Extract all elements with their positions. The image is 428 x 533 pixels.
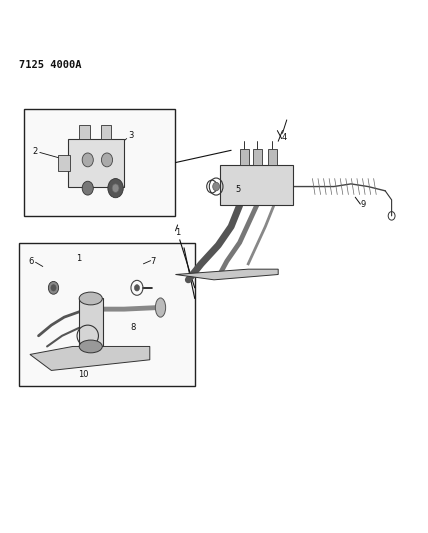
Circle shape — [101, 153, 113, 167]
Text: 7: 7 — [151, 257, 156, 265]
Bar — [101, 125, 111, 139]
Bar — [68, 139, 124, 187]
Text: 8: 8 — [130, 324, 135, 332]
Bar — [220, 165, 293, 205]
Ellipse shape — [79, 292, 102, 305]
Ellipse shape — [155, 298, 166, 317]
Text: 5: 5 — [235, 185, 240, 194]
Bar — [268, 149, 277, 165]
Text: 9: 9 — [360, 200, 366, 208]
Text: 1: 1 — [175, 228, 180, 237]
Bar — [19, 243, 195, 386]
Bar — [79, 298, 103, 346]
Text: 2: 2 — [33, 148, 38, 156]
Polygon shape — [30, 346, 150, 370]
Polygon shape — [175, 269, 278, 280]
Text: 1: 1 — [77, 254, 82, 263]
Bar — [24, 109, 175, 216]
Circle shape — [82, 181, 93, 195]
Circle shape — [48, 281, 59, 294]
Bar — [253, 149, 262, 165]
Circle shape — [108, 179, 123, 198]
Circle shape — [112, 184, 119, 192]
Circle shape — [134, 285, 140, 291]
Circle shape — [51, 285, 56, 291]
Bar — [79, 125, 90, 139]
Circle shape — [213, 182, 220, 191]
Text: 4: 4 — [282, 133, 287, 142]
Bar — [58, 155, 70, 171]
Circle shape — [82, 153, 93, 167]
Text: 10: 10 — [78, 370, 89, 378]
Text: 6: 6 — [29, 257, 34, 266]
Bar — [240, 149, 249, 165]
Text: 7125 4000A: 7125 4000A — [19, 60, 82, 70]
Ellipse shape — [79, 340, 102, 353]
Text: 3: 3 — [128, 132, 133, 140]
